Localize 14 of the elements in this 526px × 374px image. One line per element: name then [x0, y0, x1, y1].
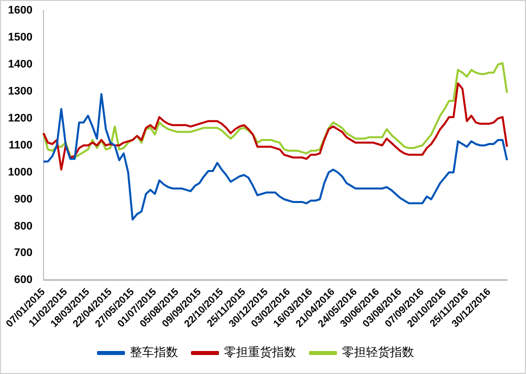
legend-label: 整车指数 — [130, 345, 178, 360]
y-tick-label: 600 — [14, 274, 32, 286]
y-tick-label: 900 — [14, 193, 32, 206]
y-tick-label: 700 — [14, 247, 32, 260]
y-tick-label: 800 — [14, 220, 32, 232]
y-tick-label: 1500 — [8, 32, 32, 44]
y-tick-label: 1200 — [8, 112, 32, 124]
y-tick-label: 1300 — [8, 85, 32, 98]
y-tick-label: 1100 — [8, 139, 32, 152]
y-tick-label: 1000 — [8, 166, 32, 178]
y-tick-label: 1600 — [8, 4, 32, 17]
legend-label: 零担重货指数 — [224, 345, 296, 360]
y-tick-label: 1400 — [8, 58, 32, 71]
legend-label: 零担轻货指数 — [342, 345, 414, 360]
